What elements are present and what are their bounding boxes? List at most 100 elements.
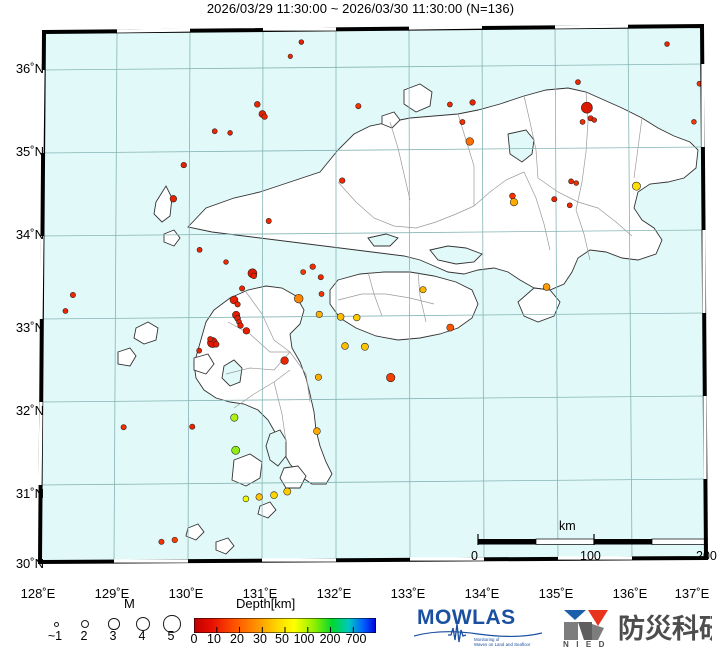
earthquake-marker[interactable] — [309, 263, 316, 270]
earthquake-marker[interactable] — [189, 423, 196, 430]
earthquake-marker[interactable] — [298, 39, 305, 45]
earthquake-marker[interactable] — [353, 314, 361, 322]
earthquake-marker[interactable] — [287, 53, 293, 59]
earthquake-marker[interactable] — [294, 293, 304, 304]
earthquake-marker[interactable] — [465, 137, 474, 146]
magnitude-circle-2 — [81, 620, 89, 628]
earthquake-marker[interactable] — [261, 113, 268, 120]
earthquake-marker[interactable] — [446, 323, 455, 332]
earthquake-marker[interactable] — [242, 327, 250, 335]
earthquake-marker[interactable] — [575, 79, 581, 85]
kagoshima-bay — [265, 429, 287, 467]
magnitude-circle-3 — [108, 618, 120, 630]
earthquake-marker[interactable] — [169, 195, 177, 203]
earthquake-marker[interactable] — [314, 373, 322, 381]
depth-tick-50: 50 — [275, 632, 289, 646]
earthquake-markers[interactable] — [62, 39, 703, 545]
earthquake-marker[interactable] — [283, 487, 292, 496]
earthquake-marker[interactable] — [459, 119, 466, 125]
depth-tick-20: 20 — [230, 632, 244, 646]
earthquake-marker[interactable] — [318, 291, 325, 297]
magnitude-label-4: 4 — [138, 629, 146, 643]
earthquake-marker[interactable] — [255, 493, 263, 501]
earthquake-marker[interactable] — [223, 259, 229, 265]
depth-tick-200: 200 — [319, 632, 341, 646]
earthquake-marker[interactable] — [234, 301, 241, 308]
earthquake-marker[interactable] — [339, 177, 346, 184]
earthquake-marker[interactable] — [542, 283, 551, 291]
earthquake-marker[interactable] — [568, 178, 574, 185]
earthquake-marker[interactable] — [551, 196, 558, 203]
earthquake-marker[interactable] — [280, 356, 289, 365]
earthquake-marker[interactable] — [180, 162, 187, 169]
earthquake-marker[interactable] — [509, 192, 516, 200]
oki-dozen — [381, 111, 401, 129]
earthquake-marker[interactable] — [230, 413, 239, 422]
lon-label-134e: 134˚E — [464, 586, 500, 601]
earthquake-marker[interactable] — [171, 536, 178, 544]
earthquake-marker[interactable] — [313, 427, 321, 435]
earthquake-marker[interactable] — [227, 130, 233, 136]
earthquake-marker[interactable] — [509, 198, 518, 207]
satsuma-peninsula — [231, 453, 263, 487]
magnitude-label-2: 2 — [80, 629, 88, 643]
earthquake-marker[interactable] — [317, 274, 324, 281]
earthquake-marker[interactable] — [211, 128, 218, 135]
depth-legend-title: Depth[km] — [236, 596, 296, 611]
earthquake-marker[interactable] — [239, 285, 246, 292]
earthquake-marker[interactable] — [632, 181, 641, 191]
lat-label-36n: 36˚N — [15, 61, 44, 76]
earthquake-marker[interactable] — [355, 103, 362, 110]
earthquake-marker[interactable] — [469, 99, 476, 106]
lon-label-135e: 135˚E — [538, 586, 574, 601]
seto-inland-sea — [429, 245, 483, 265]
lat-label-34n: 34˚N — [15, 227, 44, 242]
earthquake-marker[interactable] — [212, 341, 220, 348]
earthquake-marker[interactable] — [250, 272, 257, 280]
earthquake-marker[interactable] — [447, 101, 453, 108]
earthquake-marker[interactable] — [573, 180, 579, 186]
seismicity-map[interactable]: km 0 100 200 — [38, 22, 717, 567]
earthquake-marker[interactable] — [196, 247, 203, 253]
earthquake-marker[interactable] — [158, 538, 165, 545]
scalebar-tick-100: 100 — [580, 549, 601, 563]
earthquake-marker[interactable] — [300, 269, 306, 275]
earthquake-marker[interactable] — [591, 117, 597, 123]
lat-label-35n: 35˚N — [15, 144, 44, 159]
magnitude-legend: M ~1 2 3 4 5 — [40, 596, 181, 648]
page-title: 2026/03/29 11:30:00 ~ 2026/03/30 11:30:0… — [206, 1, 515, 16]
earthquake-marker[interactable] — [254, 101, 261, 108]
earthquake-marker[interactable] — [62, 308, 69, 314]
earthquake-marker[interactable] — [386, 373, 396, 383]
map-scalebar — [477, 534, 708, 545]
earthquake-marker[interactable] — [242, 495, 250, 503]
earthquake-marker[interactable] — [581, 101, 593, 114]
earthquake-marker[interactable] — [196, 347, 203, 354]
earthquake-marker[interactable] — [691, 119, 697, 125]
magnitude-circle-5 — [163, 615, 181, 633]
lon-label-137e: 137˚E — [674, 586, 710, 601]
earthquake-marker[interactable] — [361, 342, 369, 351]
earthquake-marker[interactable] — [120, 424, 127, 431]
earthquake-marker[interactable] — [336, 313, 345, 321]
earthquake-marker[interactable] — [270, 491, 278, 499]
earthquake-marker[interactable] — [664, 41, 670, 47]
earthquake-marker[interactable] — [231, 445, 241, 455]
lake-biwa — [507, 129, 535, 163]
earthquake-marker[interactable] — [237, 322, 244, 329]
earthquake-marker[interactable] — [315, 310, 323, 318]
earthquake-marker[interactable] — [579, 119, 586, 125]
lon-label-129e: 129˚E — [94, 586, 130, 601]
earthquake-marker[interactable] — [69, 292, 76, 298]
earthquake-marker[interactable] — [566, 202, 573, 209]
mowlas-waveform-icon — [448, 623, 467, 643]
magnitude-circle-4 — [135, 616, 151, 632]
earthquake-marker[interactable] — [341, 342, 349, 350]
earthquake-marker[interactable] — [419, 286, 427, 294]
depth-tick-100: 100 — [293, 632, 315, 646]
earthquake-marker[interactable] — [265, 218, 272, 224]
seto-sea-west — [367, 233, 399, 247]
earthquake-marker[interactable] — [207, 336, 214, 343]
oki-dogo — [403, 83, 433, 113]
magnitude-label-5: 5 — [167, 629, 175, 643]
